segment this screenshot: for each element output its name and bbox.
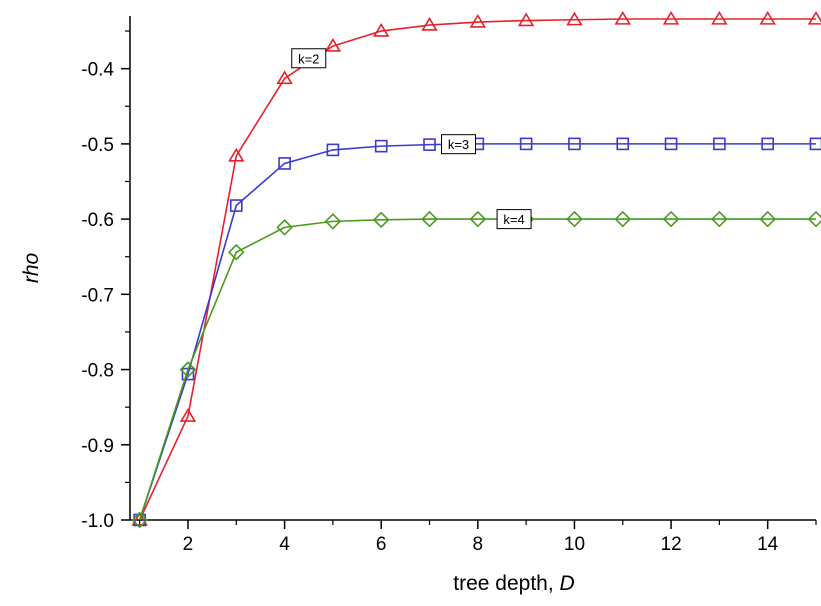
data-point-k-3 <box>568 137 581 151</box>
y-tick-label: -0.7 <box>81 285 114 306</box>
y-tick-label: -0.8 <box>81 361 114 382</box>
x-tick-label: 12 <box>661 534 682 555</box>
series-label-text: k=3 <box>448 137 469 152</box>
data-point-k-2 <box>807 10 821 25</box>
series-k-2 <box>131 10 821 526</box>
data-point-k-3 <box>809 137 821 151</box>
y-tick-label: -0.5 <box>81 135 114 156</box>
data-point-k-4 <box>614 210 632 228</box>
data-point-k-4 <box>711 210 728 228</box>
data-point-k-3 <box>326 143 340 157</box>
series-label-k-3: k=3 <box>441 134 477 155</box>
data-point-k-2 <box>614 10 631 25</box>
series-line-k-3 <box>138 143 816 521</box>
data-point-k-4 <box>276 219 293 236</box>
series-k-3 <box>133 137 821 527</box>
data-point-k-2 <box>469 13 487 28</box>
series-label-k-2: k=2 <box>291 48 327 69</box>
x-tick-label: 6 <box>376 534 387 555</box>
data-point-k-4 <box>662 210 680 228</box>
x-tick-label: 10 <box>564 534 585 555</box>
data-point-k-2 <box>324 38 342 52</box>
x-tick-label: 4 <box>279 534 290 555</box>
axes: 2 4 6 8 10 12 14 -1.0 -0.9 -0.8 -0.7 -0.6 -0.5 -0.4 <box>81 16 817 555</box>
data-point-k-3 <box>713 137 726 151</box>
data-point-k-4 <box>179 361 197 378</box>
series-line-k-4 <box>138 218 816 521</box>
data-point-k-2 <box>711 10 728 25</box>
data-point-k-2 <box>566 11 583 26</box>
series-layer <box>131 10 821 529</box>
data-point-k-2 <box>759 10 776 25</box>
y-tick-label: -0.6 <box>81 210 114 231</box>
series-label-text: k=4 <box>503 212 524 227</box>
series-labels: k=2 k=3 k=4 <box>291 48 532 230</box>
data-point-k-4 <box>131 511 148 529</box>
series-label-text: k=2 <box>298 51 319 66</box>
series-label-box <box>291 48 327 69</box>
data-point-k-4 <box>372 211 390 229</box>
data-point-k-3 <box>374 139 388 153</box>
data-point-k-3 <box>423 138 436 151</box>
data-point-k-2 <box>276 70 293 85</box>
series-line-k-2 <box>138 18 816 521</box>
data-point-k-3 <box>133 513 146 527</box>
y-tick-label: -1.0 <box>81 511 114 532</box>
data-point-k-4 <box>228 243 245 261</box>
data-point-k-3 <box>664 137 678 151</box>
data-point-k-2 <box>228 147 245 162</box>
y-tick-label: -0.4 <box>81 60 114 81</box>
y-axis-title: rho <box>20 253 43 284</box>
data-point-k-3 <box>229 199 243 212</box>
x-tick-label: 8 <box>473 534 484 555</box>
data-point-k-4 <box>759 210 776 228</box>
data-point-k-4 <box>469 210 487 228</box>
data-point-k-3 <box>278 157 291 170</box>
series-label-box <box>441 134 477 155</box>
series-label-k-4: k=4 <box>496 209 532 230</box>
data-point-k-3 <box>616 137 630 151</box>
x-axis-title: tree depth, D <box>453 572 574 595</box>
data-point-k-4 <box>566 210 583 228</box>
data-point-k-2 <box>372 22 390 37</box>
data-point-k-4 <box>421 210 438 228</box>
data-point-k-2 <box>517 12 535 27</box>
data-point-k-3 <box>761 137 775 151</box>
data-point-k-2 <box>421 16 438 31</box>
y-tick-label: -0.9 <box>81 436 114 457</box>
series-k-4 <box>131 210 821 529</box>
data-point-k-2 <box>662 10 680 25</box>
data-point-k-2 <box>179 408 197 422</box>
data-point-k-3 <box>519 137 533 151</box>
series-label-box <box>496 209 532 230</box>
x-tick-label: 14 <box>757 534 779 555</box>
data-point-k-4 <box>324 213 342 230</box>
x-tick-label: 2 <box>183 534 194 555</box>
